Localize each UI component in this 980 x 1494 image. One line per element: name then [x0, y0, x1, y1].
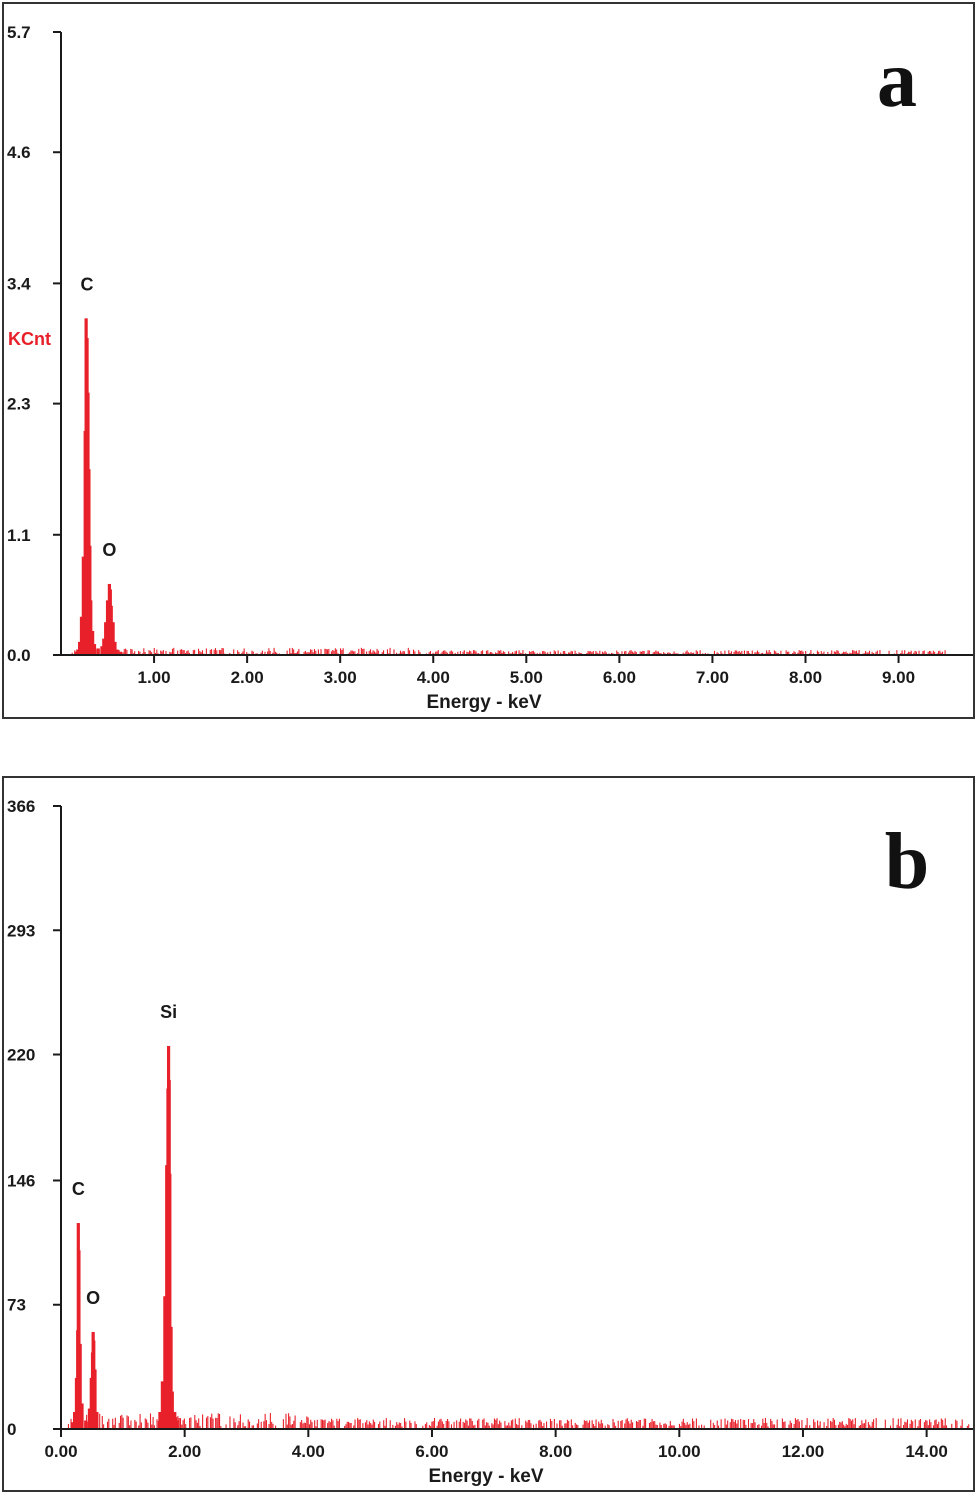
spectrum-bar — [160, 1381, 165, 1429]
panel-b: 0 73 146 220 293 366 0.00 2.00 4.00 6.00 8.00 10.0… — [2, 776, 975, 1492]
x-tick-label: 8.00 — [789, 668, 822, 687]
y-tick-label: 366 — [7, 797, 35, 816]
peak-label: C — [81, 274, 94, 294]
peak-labels: CO — [81, 274, 117, 560]
x-tick-label: 2.00 — [231, 668, 264, 687]
x-ticks: 1.00 2.00 3.00 4.00 5.00 6.00 7.00 8.00 9.00 — [138, 655, 915, 687]
spectrum-bar — [77, 1250, 81, 1429]
y-tick-label: 146 — [7, 1171, 35, 1190]
spectrum-bar — [102, 638, 106, 655]
x-tick-label: 9.00 — [882, 668, 915, 687]
spectrum-bar — [118, 651, 123, 655]
y-tick-label: 0.0 — [7, 646, 31, 665]
eds-spectrum-b: 0 73 146 220 293 366 0.00 2.00 4.00 6.00 8.00 10.0… — [7, 797, 973, 1487]
spectrum-bar — [81, 556, 85, 655]
y-tick-label: 5.7 — [7, 23, 31, 42]
spectrum-bar — [76, 649, 80, 655]
spectrum-bar — [96, 648, 100, 655]
x-tick-label: 4.00 — [292, 1442, 325, 1461]
spectrum-bar — [80, 1403, 84, 1429]
spectrum-bar — [104, 622, 108, 655]
x-tick-label: 0.00 — [44, 1442, 77, 1461]
y-tick-label: 73 — [7, 1296, 26, 1315]
peak-label: Si — [160, 1002, 177, 1022]
x-tick-label: 2.00 — [168, 1442, 201, 1461]
spectrum-bar — [70, 1422, 74, 1429]
y-tick-label: 293 — [7, 921, 35, 940]
spectrum-bar — [175, 1420, 179, 1429]
x-axis-title: Energy - keV — [428, 1466, 543, 1487]
x-tick-label: 4.00 — [417, 668, 450, 687]
y-ticks: 0.0 1.1 2.3 3.4 4.6 5.7 — [7, 23, 61, 665]
x-tick-label: 10.00 — [658, 1442, 701, 1461]
spectrum-bar — [93, 1369, 97, 1429]
spectrum-bar — [173, 1411, 177, 1429]
spectrum-bar — [163, 1296, 167, 1429]
y-tick-label: 220 — [7, 1046, 35, 1065]
spectrum-series — [70, 1046, 179, 1429]
x-tick-label: 8.00 — [539, 1442, 572, 1461]
spectrum-bar — [158, 1411, 162, 1429]
spectrum-bar — [109, 605, 113, 655]
x-tick-label: 14.00 — [905, 1442, 948, 1461]
peak-label: O — [102, 540, 116, 560]
spectrum-bar — [100, 646, 104, 655]
y-tick-label: 0 — [7, 1420, 16, 1439]
panel-letter: a — [877, 36, 917, 124]
spectrum-bar — [169, 1326, 173, 1429]
x-tick-label: 6.00 — [603, 668, 636, 687]
spectrum-bar — [92, 644, 97, 655]
spectrum-bar — [113, 641, 117, 655]
spectrum-bar — [78, 641, 82, 655]
spectrum-series — [74, 318, 123, 655]
spectrum-bar — [105, 600, 110, 655]
peak-label: C — [72, 1179, 85, 1199]
x-tick-label: 1.00 — [138, 668, 171, 687]
eds-spectrum-a: 0.0 1.1 2.3 3.4 4.6 5.7 1.00 2.00 3.00 4.00 5.00 6… — [7, 23, 973, 713]
spectrum-bar — [95, 1411, 99, 1429]
noise-baseline — [67, 1413, 970, 1429]
y-axis-title: KCnt — [8, 329, 51, 349]
spectrum-bar — [84, 1420, 88, 1429]
peak-label: O — [86, 1288, 100, 1308]
y-tick-label: 1.1 — [7, 526, 31, 545]
spectrum-bar — [87, 1408, 92, 1429]
panel-letter: b — [885, 818, 930, 906]
y-tick-label: 2.3 — [7, 395, 31, 414]
x-ticks: 0.00 2.00 4.00 6.00 8.00 10.00 12.00 14.00 — [44, 1429, 948, 1461]
x-tick-label: 5.00 — [510, 668, 543, 687]
spectrum-bar — [74, 651, 78, 655]
y-tick-label: 4.6 — [7, 143, 31, 162]
noise-baseline — [71, 647, 946, 655]
panel-a: 0.0 1.1 2.3 3.4 4.6 5.7 1.00 2.00 3.00 4.00 5.00 6… — [2, 2, 975, 719]
x-tick-label: 12.00 — [782, 1442, 825, 1461]
spectrum-bar — [115, 649, 119, 655]
y-tick-label: 3.4 — [7, 274, 31, 293]
spectrum-bar — [91, 630, 95, 655]
spectrum-bar — [89, 600, 93, 655]
y-ticks: 0 73 146 220 293 366 — [7, 797, 61, 1439]
x-axis-title: Energy - keV — [426, 692, 541, 713]
x-tick-label: 3.00 — [324, 668, 357, 687]
spectrum-bar — [170, 1391, 174, 1429]
x-tick-label: 7.00 — [696, 668, 729, 687]
spectrum-bar — [168, 1173, 172, 1429]
spectrum-bar — [111, 622, 115, 655]
spectrum-bar — [73, 1411, 77, 1429]
spectrum-bar — [78, 1343, 82, 1429]
peak-labels: C O Si — [72, 1002, 177, 1308]
spectrum-bar — [79, 616, 84, 655]
x-tick-label: 6.00 — [415, 1442, 448, 1461]
